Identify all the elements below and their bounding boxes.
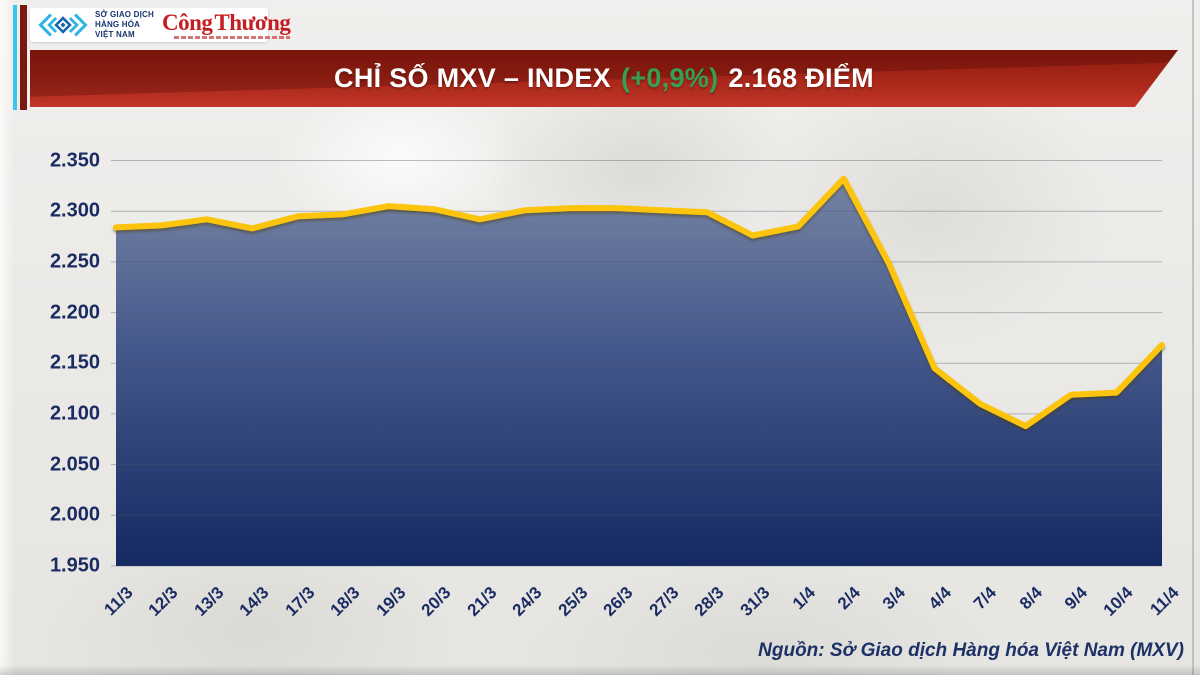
source-note: Nguồn: Sở Giao dịch Hàng hóa Việt Nam (M… <box>758 640 1184 661</box>
bottom-shadow-strip <box>0 665 1200 675</box>
chart-title-banner: CHỈ SỐ MXV – INDEX (+0,9%) 2.168 ĐIỂM <box>30 50 1178 107</box>
congthuong-logo: CôngThương <box>162 10 291 39</box>
mxv-name-line3: VIỆT NAM <box>95 29 135 39</box>
right-frame-line <box>1192 0 1194 675</box>
y-axis-label: 2.100 <box>49 402 100 425</box>
left-accent-stripe-maroon <box>20 5 27 110</box>
mxv-name-line1: SỞ GIAO DỊCH <box>95 10 155 20</box>
y-axis-label: 2.250 <box>49 250 100 273</box>
y-axis-label: 2.350 <box>49 149 100 171</box>
congthuong-word1: Công <box>162 10 213 35</box>
mxv-logo-icon <box>38 13 88 37</box>
congthuong-word2: Thương <box>214 10 291 35</box>
mxv-name: SỞ GIAO DỊCH HÀNG HÓA VIỆT NAM <box>95 10 154 39</box>
chart-title-value: 2.168 ĐIỂM <box>728 63 874 93</box>
masthead: SỞ GIAO DỊCH HÀNG HÓA VIỆT NAM CôngThươn… <box>30 8 291 42</box>
mxv-name-line2: HÀNG HÓA <box>95 20 141 30</box>
y-axis-label: 2.000 <box>49 503 100 526</box>
y-axis-label: 2.300 <box>49 199 100 222</box>
y-axis-label: 2.050 <box>49 453 100 476</box>
chart-title: CHỈ SỐ MXV – INDEX (+0,9%) 2.168 ĐIỂM <box>334 63 874 94</box>
chart-title-main: CHỈ SỐ MXV – INDEX <box>334 63 611 93</box>
y-axis-label: 2.200 <box>49 301 100 324</box>
left-accent-stripe-cyan <box>13 5 17 110</box>
y-axis-label: 1.950 <box>49 554 100 577</box>
congthuong-tagline-rule <box>174 36 291 39</box>
chart-title-change: (+0,9%) <box>620 63 719 93</box>
y-axis-label: 2.150 <box>49 351 100 374</box>
